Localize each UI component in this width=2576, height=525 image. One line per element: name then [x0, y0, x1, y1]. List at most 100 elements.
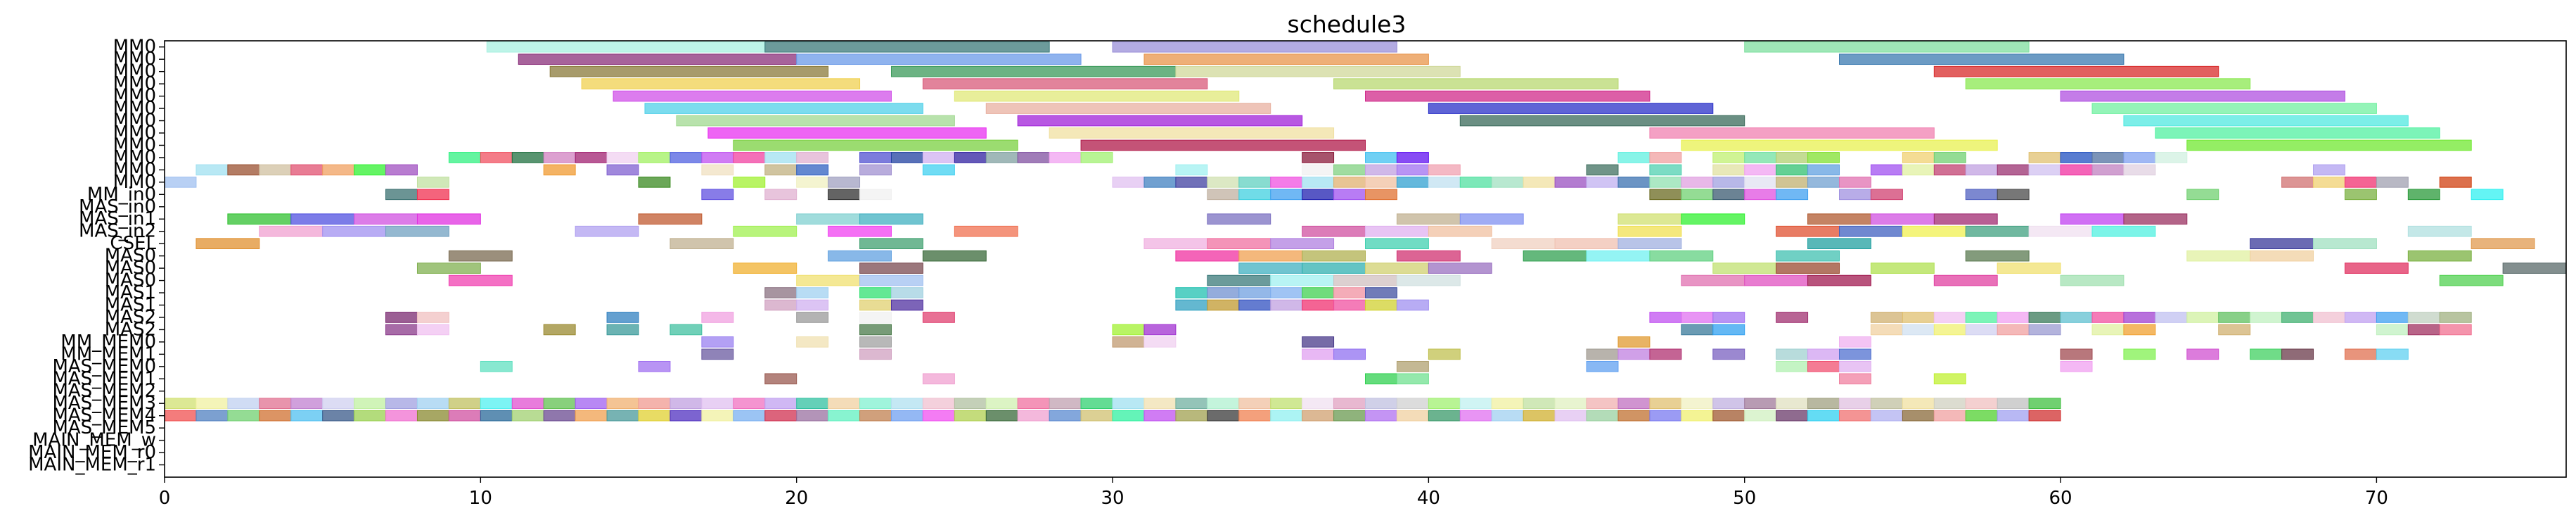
gantt-bar: [1744, 274, 1809, 286]
gantt-bar: [385, 164, 418, 176]
y-tick-label: MM0: [113, 61, 156, 82]
y-tick-label: MAS_in1: [79, 208, 156, 229]
gantt-bar: [1333, 287, 1366, 298]
gantt-bar: [701, 164, 734, 176]
gantt-bar: [1112, 410, 1145, 422]
gantt-bar: [1175, 250, 1240, 262]
gantt-bar: [606, 152, 639, 163]
gantt-bar: [859, 152, 892, 163]
gantt-bar: [518, 53, 797, 65]
gantt-bar: [2439, 177, 2472, 188]
gantt-bar: [922, 164, 955, 176]
gantt-bar: [859, 410, 892, 422]
gantt-bar: [1238, 287, 1271, 298]
gantt-bar: [1681, 398, 1714, 410]
gantt-bar: [859, 189, 892, 201]
gantt-bar: [1365, 410, 1397, 422]
gantt-bar: [1933, 312, 1966, 323]
gantt-bar: [1302, 262, 1366, 274]
y-tick-label: MAS1: [105, 294, 156, 315]
gantt-bar: [416, 312, 449, 323]
gantt-bar: [2186, 139, 2472, 151]
gantt-bar: [1207, 274, 1271, 286]
gantt-bar: [1270, 398, 1303, 410]
x-tick-label: 10: [469, 488, 492, 509]
gantt-bar: [1839, 189, 1871, 201]
gantt-bar: [1776, 225, 1840, 237]
gantt-bar: [1049, 152, 1082, 163]
gantt-bar: [1807, 213, 1871, 225]
gantt-bar: [1017, 152, 1050, 163]
gantt-bar: [322, 410, 355, 422]
y-axis-labels: MM0MM0MM0MM0MM0MM0MM0MM0MM0MM0MM0MM0MM_i…: [28, 37, 165, 476]
gantt-bar: [1270, 274, 1335, 286]
gantt-bar: [701, 152, 734, 163]
gantt-bar: [448, 152, 481, 163]
gantt-bar: [1175, 299, 1208, 311]
gantt-bar: [796, 398, 829, 410]
gantt-bar: [1617, 348, 1651, 360]
gantt-bar: [1902, 324, 1935, 336]
gantt-bar: [2123, 164, 2156, 176]
gantt-bar: [1933, 373, 1966, 385]
gantt-bar: [859, 324, 892, 336]
gantt-bar: [701, 189, 734, 201]
gantt-bar: [575, 152, 608, 163]
gantt-bar: [2123, 213, 2188, 225]
gantt-bar: [764, 373, 797, 385]
gantt-bar: [796, 53, 1082, 65]
gantt-bar: [1175, 177, 1208, 188]
y-tick-label: CSEL: [110, 233, 156, 254]
gantt-bar: [701, 312, 734, 323]
gantt-bar: [1712, 164, 1745, 176]
gantt-bar: [1333, 274, 1397, 286]
gantt-bar: [1207, 213, 1271, 225]
gantt-bar: [1491, 238, 1556, 250]
gantt-bar: [1776, 262, 1840, 274]
gantt-bar: [1839, 348, 1871, 360]
gantt-bar: [1428, 177, 1461, 188]
gantt-bar: [1112, 336, 1145, 348]
gantt-bar: [954, 225, 1018, 237]
gantt-bar: [385, 324, 418, 336]
gantt-bar: [707, 127, 987, 139]
gantt-bar: [1902, 164, 1935, 176]
gantt-bar: [480, 410, 513, 422]
y-tick-label: MAS0: [105, 246, 156, 267]
gantt-bar: [1649, 410, 1682, 422]
gantt-bar: [1776, 360, 1809, 372]
gantt-bar: [1302, 164, 1335, 176]
gantt-bar: [1333, 398, 1366, 410]
gantt-bar: [1649, 164, 1682, 176]
y-tick-label: MM0: [113, 98, 156, 119]
gantt-bar: [890, 152, 923, 163]
gantt-bar: [701, 336, 734, 348]
gantt-bar: [1649, 398, 1682, 410]
gantt-bar: [1080, 398, 1113, 410]
gantt-bar: [1396, 373, 1429, 385]
gantt-bar: [2186, 348, 2219, 360]
gantt-bar: [764, 410, 797, 422]
gantt-bar: [1207, 287, 1240, 298]
gantt-bar: [1238, 299, 1271, 311]
gantt-bar: [1333, 189, 1366, 201]
gantt-bar: [1681, 324, 1714, 336]
gantt-bar: [1049, 398, 1082, 410]
gantt-bar: [549, 65, 829, 77]
gantt-bar: [2028, 225, 2093, 237]
gantt-bar: [796, 312, 829, 323]
gantt-bar: [733, 398, 766, 410]
y-tick-label: MAS0: [105, 270, 156, 291]
gantt-bar: [1586, 164, 1619, 176]
y-tick-label: MM0: [113, 122, 156, 144]
gantt-bar: [638, 410, 671, 422]
gantt-bar: [480, 152, 513, 163]
gantt-bar: [985, 103, 1271, 114]
y-tick-label: MAS_MEM0: [52, 356, 156, 377]
gantt-bar: [581, 78, 861, 89]
gantt-bar: [1238, 398, 1271, 410]
gantt-bar: [2186, 312, 2219, 323]
gantt-bar: [1586, 177, 1619, 188]
gantt-bar: [385, 398, 418, 410]
